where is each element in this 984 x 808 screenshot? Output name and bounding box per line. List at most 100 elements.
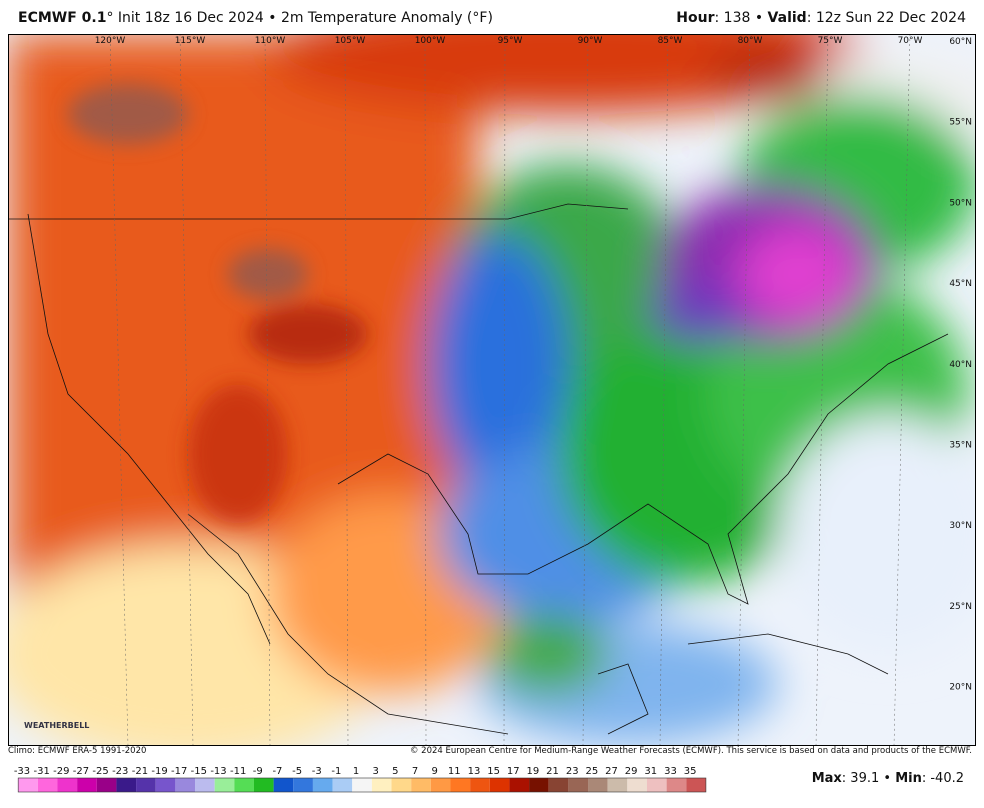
longitude-label: 105°W — [335, 36, 366, 46]
longitude-label: 115°W — [175, 36, 206, 46]
colorbar-label: 25 — [585, 766, 598, 777]
colorbar-label: 15 — [487, 766, 500, 777]
latitude-label: 30°N — [949, 521, 972, 531]
colorbar-swatch — [666, 778, 687, 792]
colorbar-swatch — [312, 778, 333, 792]
hour: : 138 • — [714, 10, 768, 26]
colorbar-swatch — [450, 778, 471, 792]
colorbar-swatch — [195, 778, 215, 792]
colorbar-frame — [17, 777, 707, 793]
colorbar-label: -17 — [171, 766, 187, 777]
longitude-label: 70°W — [898, 36, 923, 46]
colorbar-swatch — [234, 778, 254, 792]
colorbar-label: 29 — [625, 766, 638, 777]
colorbar-label: 1 — [353, 766, 359, 777]
colorbar-label: -11 — [230, 766, 246, 777]
longitude-label: 120°W — [95, 36, 126, 46]
colorbar-label: 3 — [373, 766, 379, 777]
colorbar-label: -9 — [253, 766, 263, 777]
colorbar-swatch — [96, 778, 117, 792]
colorbar-swatch — [214, 778, 235, 792]
colorbar-label: 33 — [664, 766, 677, 777]
colorbar-label: -7 — [272, 766, 282, 777]
colorbar-swatch — [293, 778, 313, 792]
latitude-label: 20°N — [949, 683, 972, 693]
colorbar-label: 7 — [412, 766, 418, 777]
max-min: Max: 39.1 • Min: -40.2 — [812, 771, 964, 786]
min-label: Min — [895, 771, 922, 786]
colorbar-label: 35 — [684, 766, 697, 777]
colorbar-swatch — [686, 778, 706, 792]
colorbar-swatch — [509, 778, 530, 792]
colorbar-swatch — [57, 778, 78, 792]
map-frame — [8, 34, 976, 746]
colorbar-label: -13 — [210, 766, 226, 777]
colorbar-swatch — [627, 778, 647, 792]
colorbar-swatch — [352, 778, 372, 792]
colorbar-label: 13 — [468, 766, 481, 777]
colorbar-swatch — [77, 778, 97, 792]
description: ° Init 18z 16 Dec 2024 • 2m Temperature … — [106, 10, 493, 26]
colorbar-label: 5 — [392, 766, 398, 777]
longitude-label: 90°W — [578, 36, 603, 46]
colorbar-label: -29 — [53, 766, 69, 777]
climo: Climo: ECMWF ERA-5 1991-2020 — [8, 746, 147, 756]
longitude-label: 100°W — [415, 36, 446, 46]
longitude-label: 85°W — [658, 36, 683, 46]
colorbar-swatch — [430, 778, 451, 792]
colorbar-label: 9 — [431, 766, 437, 777]
colorbar: -33 -31 -29 -27 -25 -23 -21 -19 -17 -15 -13 -11 -9 -7… — [14, 766, 707, 793]
max-label: Max — [811, 771, 842, 786]
colorbar-label: -3 — [312, 766, 322, 777]
header-left: ECMWF 0.1° Init 18z 16 Dec 2024 • 2m Tem… — [18, 10, 493, 26]
texture — [68, 84, 368, 524]
colorbar-swatch — [529, 778, 549, 792]
longitude-label: 75°W — [818, 36, 843, 46]
copyright: © 2024 European Centre for Medium-Range … — [409, 746, 972, 756]
colorbar-label: -23 — [112, 766, 128, 777]
map: 120°W 115°W 110°W 105°W 100°W 95°W 90°W 85°W 80°… — [8, 34, 976, 746]
colorbar-swatch — [489, 778, 510, 792]
colorbar-swatch — [273, 778, 294, 792]
boundaries — [8, 203, 949, 735]
colorbar-label: -1 — [331, 766, 341, 777]
graticule — [109, 34, 911, 746]
colorbar-label: -33 — [14, 766, 30, 777]
latitude-label: 60°N — [949, 37, 972, 47]
colorbar-label: -19 — [151, 766, 167, 777]
latitude-labels: 60°N 55°N 50°N 45°N 40°N 35°N 30°N 25°N 20°N — [949, 37, 972, 693]
colorbar-label: 11 — [448, 766, 461, 777]
colorbar-swatch — [116, 778, 137, 792]
colorbar-label: 31 — [644, 766, 657, 777]
latitude-label: 35°N — [949, 441, 972, 451]
colorbar-label: -25 — [92, 766, 108, 777]
colorbar-label: 17 — [507, 766, 520, 777]
model: ECMWF 0.1 — [18, 10, 107, 26]
latitude-label: 55°N — [949, 118, 972, 128]
max: : 39.1 • — [841, 771, 896, 786]
colorbar-swatch — [155, 778, 176, 792]
latitude-label: 45°N — [949, 279, 972, 289]
colorbar-swatch — [18, 778, 38, 792]
colorbar-label: 23 — [566, 766, 579, 777]
longitude-label: 110°W — [255, 36, 286, 46]
colorbar-label: -15 — [191, 766, 207, 777]
anomaly-field — [8, 34, 976, 746]
colorbar-swatch — [548, 778, 569, 792]
longitude-label: 95°W — [498, 36, 523, 46]
colorbar-swatch — [470, 778, 490, 792]
valid: : 12z Sun 22 Dec 2024 — [806, 10, 966, 26]
colorbar-label: -21 — [132, 766, 148, 777]
colorbar-swatch — [646, 778, 667, 792]
colorbar-swatch — [371, 778, 392, 792]
min: : -40.2 — [921, 771, 964, 786]
hour-label: Hour — [676, 10, 715, 26]
colorbar-label: -31 — [33, 766, 49, 777]
colorbar-swatch — [136, 778, 156, 792]
colorbar-label: 19 — [527, 766, 540, 777]
colorbar-swatch — [607, 778, 628, 792]
latitude-label: 50°N — [949, 198, 972, 208]
valid-label: Valid — [767, 10, 807, 26]
logo: WEATHERBELL — [24, 721, 89, 730]
